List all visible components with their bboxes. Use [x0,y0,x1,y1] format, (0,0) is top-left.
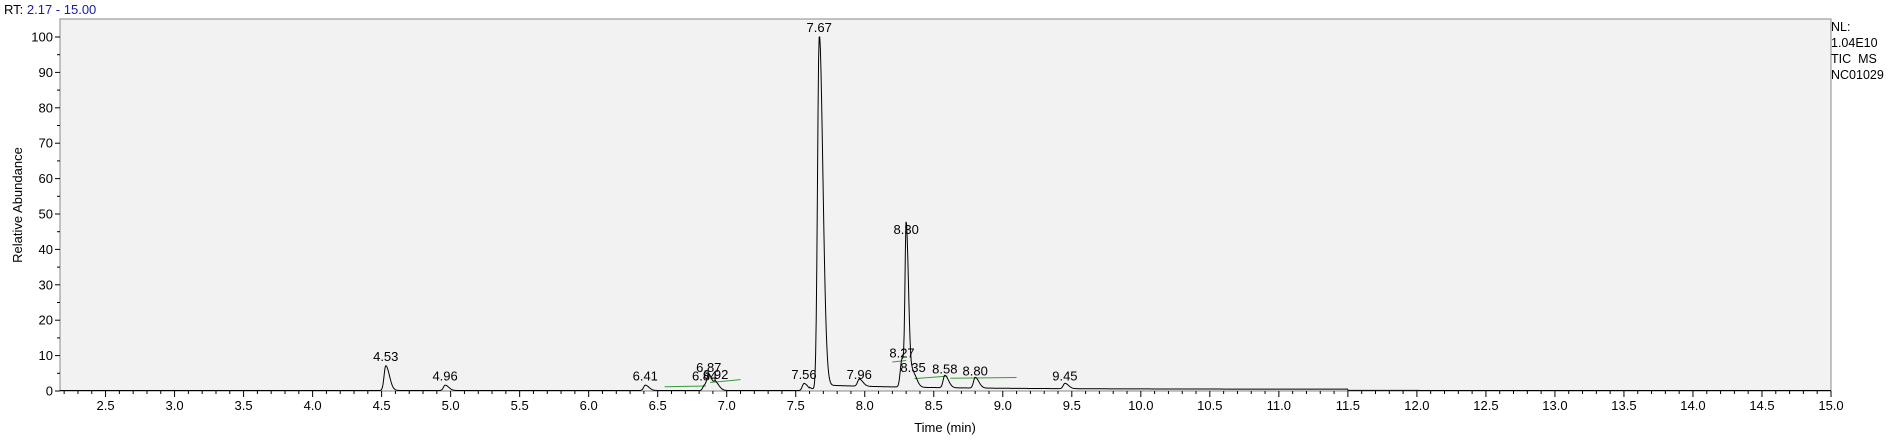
baseline-fit-segment [914,375,948,380]
peak-label: 8.58 [932,362,957,377]
x-tick-label: 3.5 [235,398,253,413]
y-tick-label: 30 [39,277,53,292]
y-tick-label: 70 [39,136,53,151]
peak-label: 8.30 [894,222,919,237]
x-tick-label: 14.0 [1680,398,1705,413]
x-tick-label: 6.0 [580,398,598,413]
x-tick-label: 8.0 [856,398,874,413]
peak-label: 6.87 [696,360,721,375]
y-axis-label: Relative Abundance [10,147,25,263]
x-tick-label: 12.0 [1404,398,1429,413]
x-axis: 2.5 3.0 3.5 4.0 4.5 5.0 5.5 6.0 6.5 7.0 7.5 8.0 8.5 9… [63,391,1844,413]
peak-label: 6.41 [633,369,658,384]
y-tick-label: 60 [39,171,53,186]
x-tick-label: 5.0 [442,398,460,413]
peak-label: 7.67 [807,20,832,35]
y-tick-label: 80 [39,100,53,115]
x-axis-label: Time (min) [914,420,976,435]
x-tick-label: 6.5 [649,398,667,413]
x-tick-label: 9.0 [994,398,1012,413]
rt-range-header: RT: 2.17 - 15.00 [4,2,96,17]
y-tick-label: 40 [39,242,53,257]
file-name: NC01029 [1831,68,1884,82]
x-tick-label: 10.5 [1197,398,1222,413]
x-tick-label: 13.0 [1542,398,1567,413]
y-axis: 0 10 20 30 40 50 60 70 80 90 100 [31,30,60,399]
nl-label: NL: [1831,20,1851,34]
peak-labels: 4.53 4.96 6.41 6.846.876.92 7.56 7.67 7.96 8.27… [373,20,1077,384]
peak-label: 7.96 [847,367,872,382]
x-tick-label: 10.0 [1128,398,1153,413]
y-tick-label: 100 [31,30,53,45]
x-tick-label: 14.5 [1749,398,1774,413]
x-tick-label: 3.0 [166,398,184,413]
baseline-fit-segment [892,360,907,363]
peak-label: 8.35 [900,360,925,375]
trace-info: NL: 1.04E10 TIC MS NC01029 [1831,19,1884,83]
peak-label: 8.80 [963,363,988,378]
scan-type: TIC MS [1831,52,1877,66]
peak-label: 4.53 [373,349,398,364]
rt-label: RT: [4,2,24,17]
x-tick-label: 13.5 [1611,398,1636,413]
baseline-fit-segment [950,377,1017,379]
x-tick-label: 11.5 [1336,398,1360,413]
baseline-fit-segment [710,379,741,384]
x-tick-label: 15.0 [1818,398,1843,413]
x-tick-label: 12.5 [1473,398,1498,413]
peak-label: 6.92 [703,367,728,382]
x-tick-label: 2.5 [97,398,115,413]
peak-label: 6.84 [692,369,717,384]
tic-trace [60,36,1831,391]
nl-value: 1.04E10 [1831,36,1878,50]
x-tick-label: 8.5 [925,398,943,413]
x-tick-label: 7.0 [718,398,736,413]
peak-label: 9.45 [1052,369,1077,384]
plot-area [59,18,1832,392]
x-tick-label: 11.0 [1267,398,1291,413]
y-tick-label: 90 [39,65,53,80]
rt-range-value: 2.17 - 15.00 [26,2,97,17]
peak-label: 4.96 [432,369,457,384]
baseline-fit-segment [664,385,707,388]
y-tick-label: 0 [46,384,53,399]
x-tick-label: 7.5 [787,398,805,413]
peak-label: 8.27 [889,346,914,361]
x-tick-label: 9.5 [1063,398,1081,413]
y-tick-label: 20 [39,313,53,328]
baseline-fit-lines [664,360,1017,388]
x-tick-label: 4.5 [373,398,391,413]
x-tick-label: 5.5 [511,398,529,413]
y-tick-label: 50 [39,207,53,222]
peak-label: 7.56 [791,367,816,382]
y-tick-label: 10 [39,348,53,363]
x-tick-label: 4.0 [304,398,322,413]
